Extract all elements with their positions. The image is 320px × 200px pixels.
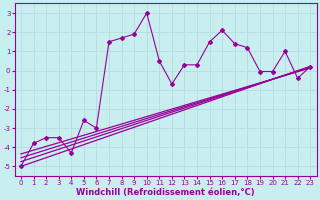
- X-axis label: Windchill (Refroidissement éolien,°C): Windchill (Refroidissement éolien,°C): [76, 188, 255, 197]
